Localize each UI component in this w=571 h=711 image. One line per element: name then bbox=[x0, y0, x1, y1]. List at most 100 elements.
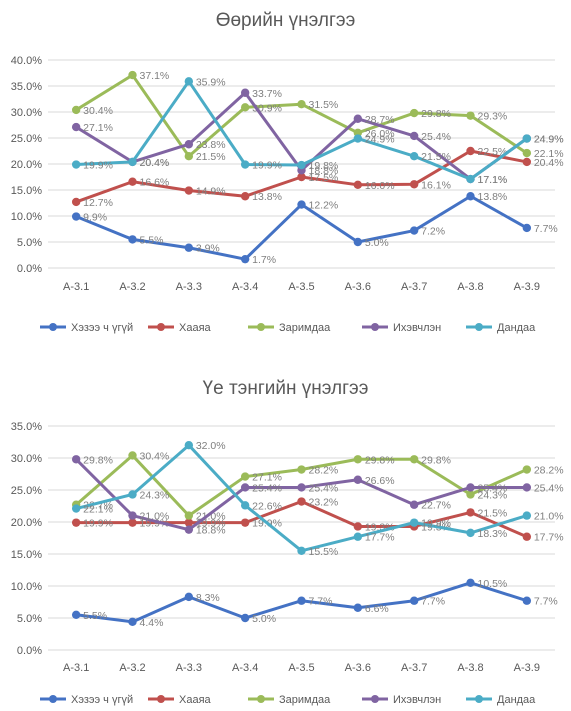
data-label: 29.8% bbox=[421, 454, 451, 466]
y-tick-label: 35.0% bbox=[11, 421, 42, 433]
peer-assessment-chart: Үе тэнгийн үнэлгээ 0.0% 5.0% 10.0% 15.0% 20.… bbox=[0, 356, 571, 711]
data-label: 7.7% bbox=[534, 596, 558, 608]
data-point bbox=[240, 254, 250, 264]
data-label: 20.4% bbox=[140, 157, 170, 169]
legend-label: Дандаа bbox=[497, 322, 536, 334]
data-label: 19.9% bbox=[83, 160, 113, 172]
data-point bbox=[297, 172, 306, 182]
data-label: 10.5% bbox=[478, 578, 508, 590]
data-label: 17.1% bbox=[478, 174, 508, 186]
legend-marker bbox=[49, 323, 57, 331]
data-point bbox=[353, 237, 363, 247]
data-label: 32.0% bbox=[196, 440, 226, 452]
data-label: 1.7% bbox=[252, 254, 276, 266]
data-point bbox=[466, 528, 475, 538]
data-point bbox=[522, 465, 532, 474]
data-point bbox=[409, 226, 419, 235]
data-point bbox=[71, 197, 81, 207]
x-tick-label: А-3.1 bbox=[63, 281, 89, 293]
data-point bbox=[409, 596, 419, 605]
data-label: 30.4% bbox=[140, 450, 170, 462]
data-point bbox=[128, 518, 137, 527]
data-label: 21.0% bbox=[196, 511, 226, 523]
data-label: 19.8% bbox=[309, 160, 339, 172]
data-point bbox=[71, 610, 81, 619]
y-tick-label: 0.0% bbox=[17, 645, 42, 657]
data-label: 25.4% bbox=[421, 131, 451, 143]
y-tick-label: 35.0% bbox=[11, 81, 42, 93]
data-point bbox=[128, 70, 137, 80]
y-tick-label: 0.0% bbox=[17, 263, 42, 275]
data-label: 17.7% bbox=[365, 532, 395, 544]
data-point bbox=[128, 157, 137, 167]
data-label: 16.0% bbox=[365, 180, 395, 192]
data-point bbox=[71, 504, 81, 513]
data-point bbox=[71, 518, 81, 527]
data-point bbox=[297, 497, 306, 506]
data-point bbox=[184, 243, 194, 252]
data-label: 33.7% bbox=[252, 88, 282, 100]
x-tick-label: А-3.6 bbox=[345, 662, 371, 674]
data-label: 5.0% bbox=[252, 613, 276, 625]
data-point bbox=[240, 613, 250, 623]
data-label: 29.8% bbox=[83, 454, 113, 466]
y-tick-label: 15.0% bbox=[11, 185, 42, 197]
data-label: 12.2% bbox=[309, 200, 339, 212]
data-point bbox=[240, 501, 250, 510]
y-tick-label: 15.0% bbox=[11, 549, 42, 561]
data-point bbox=[128, 511, 137, 520]
x-tick-label: А-3.5 bbox=[288, 281, 314, 293]
x-tick-label: А-3.4 bbox=[232, 662, 258, 674]
data-point bbox=[522, 483, 532, 492]
data-point bbox=[71, 105, 81, 115]
data-point bbox=[353, 475, 363, 484]
data-point bbox=[71, 212, 81, 221]
data-label: 22.7% bbox=[421, 500, 451, 512]
data-point bbox=[409, 131, 419, 141]
data-label: 22.5% bbox=[478, 146, 508, 158]
data-label: 13.8% bbox=[252, 191, 282, 203]
data-point bbox=[71, 122, 81, 132]
data-label: 30.4% bbox=[83, 105, 113, 117]
data-label: 13.8% bbox=[478, 191, 508, 203]
data-label: 18.3% bbox=[478, 528, 508, 540]
data-label: 17.7% bbox=[534, 532, 564, 544]
legend-marker bbox=[371, 695, 379, 703]
data-label: 22.1% bbox=[534, 148, 564, 160]
legend-label: Хэзээ ч үгүй bbox=[71, 322, 133, 334]
data-point bbox=[522, 511, 532, 520]
data-label: 26.6% bbox=[365, 475, 395, 487]
data-point bbox=[466, 578, 475, 587]
x-tick-label: А-3.8 bbox=[457, 281, 483, 293]
y-tick-label: 20.0% bbox=[11, 517, 42, 529]
data-point bbox=[184, 441, 194, 450]
y-tick-label: 10.0% bbox=[11, 581, 42, 593]
data-label: 20.4% bbox=[140, 157, 170, 169]
data-label: 24.3% bbox=[478, 489, 508, 501]
legend-label: Ихэвчлэн bbox=[393, 322, 441, 334]
legend-label: Хэзээ ч үгүй bbox=[71, 694, 133, 706]
legend-marker bbox=[257, 695, 265, 703]
data-point bbox=[353, 455, 363, 464]
data-label: 7.7% bbox=[421, 596, 445, 608]
data-label: 12.7% bbox=[83, 197, 113, 209]
legend-label: Хааяа bbox=[179, 694, 212, 706]
y-tick-label: 25.0% bbox=[11, 485, 42, 497]
data-label: 19.9% bbox=[83, 518, 113, 530]
x-tick-label: А-3.5 bbox=[288, 662, 314, 674]
self-assessment-chart: Өөрийн үнэлгээ 0.0% 5.0% 10.0% 15.0% 20.0% 25… bbox=[0, 0, 571, 355]
y-tick-label: 5.0% bbox=[17, 613, 42, 625]
data-point bbox=[240, 472, 250, 481]
chart-title: Өөрийн үнэлгээ bbox=[215, 10, 356, 31]
data-label: 7.7% bbox=[309, 596, 333, 608]
data-label: 23.2% bbox=[309, 497, 339, 509]
data-label: 20.4% bbox=[534, 157, 564, 169]
y-tick-label: 40.0% bbox=[11, 55, 42, 67]
x-tick-label: А-3.3 bbox=[176, 662, 202, 674]
data-label: 21.0% bbox=[534, 511, 564, 523]
data-point bbox=[353, 532, 363, 541]
x-tick-label: А-3.2 bbox=[119, 281, 145, 293]
data-point bbox=[184, 525, 194, 534]
data-label: 7.2% bbox=[421, 226, 445, 238]
data-label: 27.1% bbox=[83, 122, 113, 134]
